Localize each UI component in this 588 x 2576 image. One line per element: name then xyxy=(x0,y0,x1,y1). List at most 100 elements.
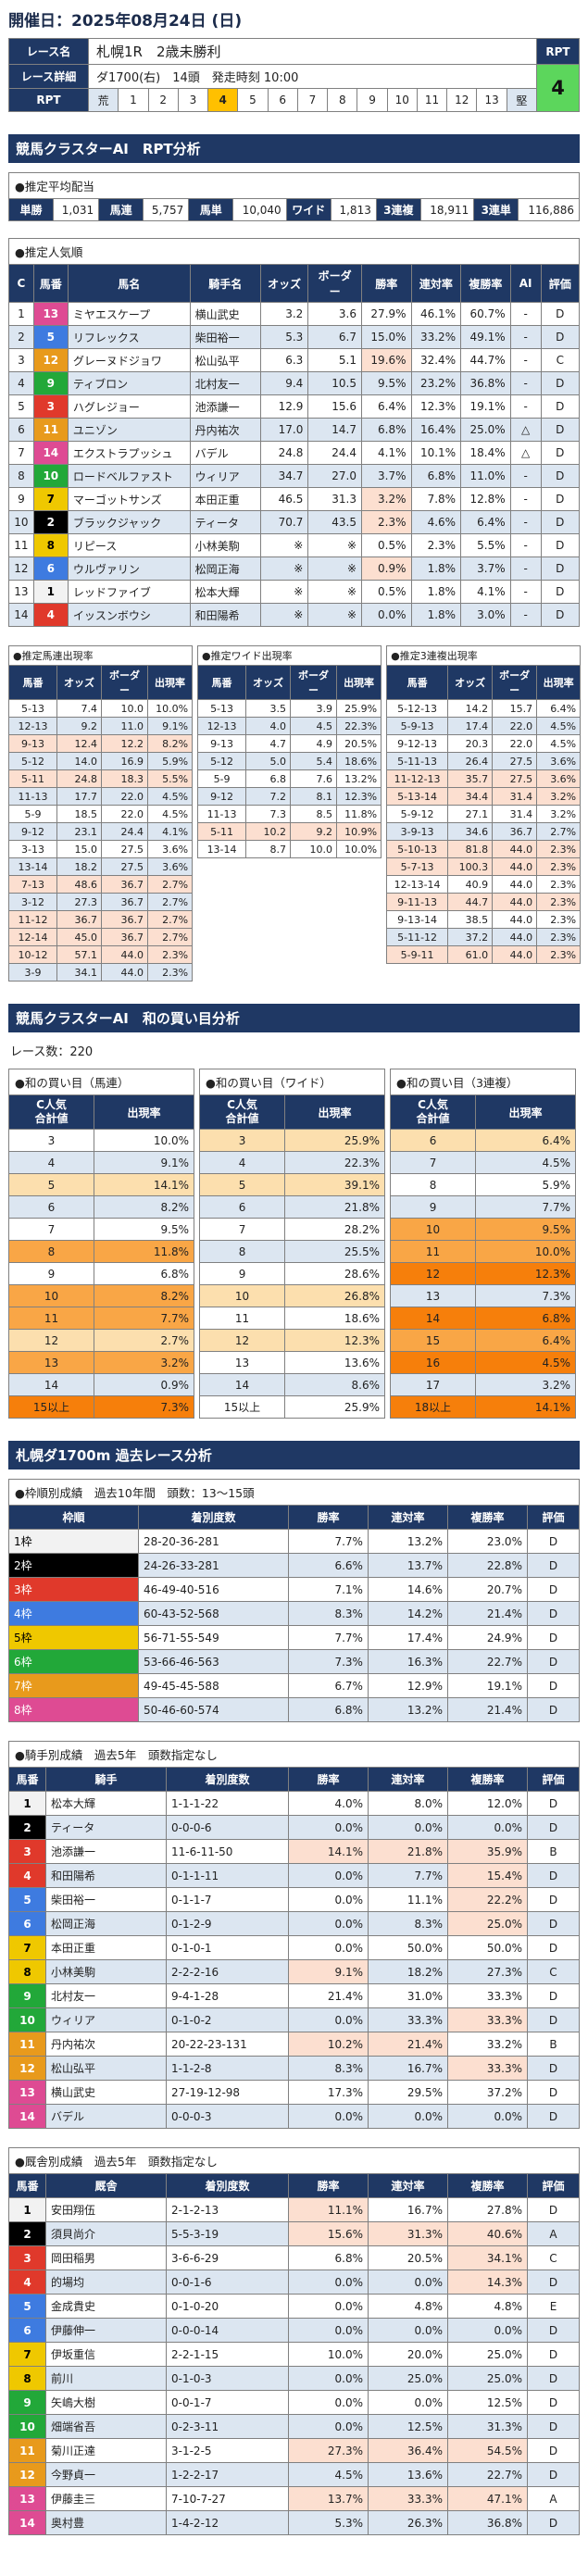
jockey-cell-num: 8 xyxy=(8,1959,46,1984)
umaren-header-cell: ボーダー xyxy=(101,665,148,700)
sanrenpuku-cell-border: 22.0 xyxy=(492,717,538,735)
umaren-cell-nums: 12-13 xyxy=(8,717,57,735)
sanrenpuku-cell-nums: 5-9-12 xyxy=(386,805,449,823)
sanrenpuku-cell-odds: 27.1 xyxy=(447,805,494,823)
sanrenpuku-cell-odds: 40.9 xyxy=(447,875,494,894)
wide-cell-border: 3.9 xyxy=(290,699,338,718)
wa-umaren-cell-rate: 8.2% xyxy=(93,1195,195,1219)
pop-cell-border: ※ xyxy=(307,580,362,604)
jockey-cell-name: 北村友一 xyxy=(45,1983,167,2008)
pop-cell-ev: D xyxy=(540,510,581,534)
wa-wide-row: 3 25.9% xyxy=(199,1129,386,1152)
stable-cell-fuku: 14.3% xyxy=(447,2270,528,2295)
pop-cell-ren: 12.3% xyxy=(410,394,462,419)
wa-umaren-row: 9 6.8% xyxy=(8,1262,195,1285)
pop-cell-num: 7 xyxy=(32,487,69,511)
rpt-scale-cell-2: 2 xyxy=(147,88,179,112)
pop-row: 11 8 リピース 小林美駒 ※ ※ 0.5% 2.3% 5.5% - D xyxy=(8,533,581,557)
umaren-cell-odds: 48.6 xyxy=(56,875,102,894)
pop-cell-ai: - xyxy=(509,556,542,581)
wide-cell-odds: 8.7 xyxy=(245,840,292,858)
waku-cell-rec: 56-71-55-549 xyxy=(138,1625,289,1650)
wa-umaren-row: 15以上 7.3% xyxy=(8,1395,195,1419)
stable-cell-name: 伊坂重信 xyxy=(45,2342,167,2367)
pop-cell-odds: 6.3 xyxy=(259,348,309,372)
pop-cell-ev: D xyxy=(540,325,581,349)
stable-cell-fuku: 27.8% xyxy=(447,2197,528,2222)
jockey-cell-win: 0.0% xyxy=(288,1887,369,1912)
umaren-cell-rate: 9.1% xyxy=(146,717,194,735)
sanrenpuku-cell-rate: 3.6% xyxy=(536,769,582,788)
waku-header-cell: 枠順 xyxy=(8,1505,139,1530)
stable-cell-name: 今野貞一 xyxy=(45,2462,167,2487)
wa-sanrenpuku-cell-rate: 10.0% xyxy=(475,1240,577,1263)
rpt-scale-cell-11: 11 xyxy=(416,88,448,112)
wa-wide-row: 4 22.3% xyxy=(199,1151,386,1174)
pop-cell-ren: 33.2% xyxy=(410,325,462,349)
pop-cell-odds: ※ xyxy=(259,533,309,557)
jockey-row: 4 和田陽希 0-1-1-11 0.0% 7.7% 15.4% D xyxy=(8,1863,580,1888)
sanrenpuku-row: 12-13-14 40.9 44.0 2.3% xyxy=(386,875,582,894)
jockey-cell-ren: 50.0% xyxy=(368,1935,448,1960)
wa-wide-cell-sum: 8 xyxy=(199,1240,286,1263)
jockey-cell-name: バデル xyxy=(45,2104,167,2129)
umaren-cell-odds: 15.0 xyxy=(56,840,102,858)
sanrenpuku-cell-nums: 11-12-13 xyxy=(386,769,449,788)
stable-cell-fuku: 31.3% xyxy=(447,2414,528,2439)
waku-cell-win: 6.8% xyxy=(287,1697,369,1722)
waku-cell-fuku: 21.4% xyxy=(446,1601,528,1626)
pop-row: 6 11 ユニゾン 丹内祐次 17.0 14.7 6.8% 16.4% 25.0% △ D xyxy=(8,418,581,442)
umaren-cell-odds: 24.8 xyxy=(56,769,102,788)
pop-cell-ren: 46.1% xyxy=(410,302,462,326)
pop-cell-ev: D xyxy=(540,487,581,511)
pop-cell-ai: - xyxy=(509,348,542,372)
wa-wide-cell-rate: 28.6% xyxy=(284,1262,386,1285)
pop-cell-jockey: 丹内祐次 xyxy=(189,418,261,442)
jockey-cell-ev: D xyxy=(527,2007,580,2032)
pop-cell-num: 3 xyxy=(32,394,69,419)
pop-row: 8 10 ロードベルファスト ウィリア 34.7 27.0 3.7% 6.8% 11.0% - D xyxy=(8,464,581,488)
sanrenpuku-cell-border: 44.0 xyxy=(492,893,538,911)
stable-cell-ren: 0.0% xyxy=(368,2318,448,2343)
rpt-row-label: RPT xyxy=(8,88,89,112)
jockey-row: 1 松本大輝 1-1-1-22 4.0% 8.0% 12.0% D xyxy=(8,1791,580,1816)
pop-cell-jockey: 横山武史 xyxy=(189,302,261,326)
wa-wide-cell-rate: 13.6% xyxy=(284,1351,386,1374)
wide-cell-nums: 5-12 xyxy=(197,752,247,770)
umaren-row: 11-12 36.7 36.7 2.7% xyxy=(8,910,194,929)
wa-umaren-cell-sum: 15以上 xyxy=(8,1395,94,1419)
waku-row: 5枠 56-71-55-549 7.7% 17.4% 24.9% D xyxy=(8,1625,581,1650)
stable-cell-name: 的場均 xyxy=(45,2270,167,2295)
wa-wide-row: 9 28.6% xyxy=(199,1262,386,1285)
wa-umaren-cell-rate: 9.1% xyxy=(93,1151,195,1174)
pop-cell-name: ミヤエスケープ xyxy=(67,302,191,326)
waku-cell-win: 6.7% xyxy=(287,1673,369,1698)
stable-cell-ren: 25.0% xyxy=(368,2366,448,2391)
umaren-cell-rate: 2.3% xyxy=(146,945,194,964)
stable-cell-fuku: 25.0% xyxy=(447,2366,528,2391)
sanrenpuku-row: 5-7-13 100.3 44.0 2.3% xyxy=(386,857,582,876)
jockey-row: 12 松山弘平 1-1-2-8 8.3% 16.7% 33.3% D xyxy=(8,2056,580,2081)
sanrenpuku-cell-nums: 5-7-13 xyxy=(386,857,449,876)
pop-cell-name: イッスンボウシ xyxy=(67,603,191,627)
jockey-cell-win: 0.0% xyxy=(288,1911,369,1936)
wide-appearance-table: ●推定ワイド出現率 馬番 オッズ ボーダー 出現率 5-13 3.5 3.9 25.9% 12… xyxy=(197,645,382,858)
jockey-cell-fuku: 25.0% xyxy=(447,1911,528,1936)
wa-umaren-cell-sum: 6 xyxy=(8,1195,94,1219)
pop-cell-ai: - xyxy=(509,533,542,557)
sanrenpuku-cell-border: 44.0 xyxy=(492,910,538,929)
wa-wide-table: ●和の買い目（ワイド） C人気 合計値 出現率 3 25.9% 4 22.3% 5 39.1… xyxy=(199,1069,386,1419)
wide-body: 5-13 3.5 3.9 25.9% 12-13 4.0 4.5 22.3% 9-13 4.7 4.… xyxy=(197,699,382,858)
umaren-header-cell: 出現率 xyxy=(146,665,194,700)
stable-row: 1 安田翔伍 2-1-2-13 11.1% 16.7% 27.8% D xyxy=(8,2197,580,2222)
sanrenpuku-cell-rate: 2.3% xyxy=(536,928,582,946)
wa-umaren-table: ●和の買い目（馬連） C人気 合計値 出現率 3 10.0% 4 9.1% 5 14.1% 6… xyxy=(7,1069,195,1419)
section-title-past-analysis: 札幌ダ1700m 過去レース分析 xyxy=(8,1441,580,1469)
pop-cell-ai: - xyxy=(509,510,542,534)
stable-cell-win: 0.0% xyxy=(288,2366,369,2391)
waku-cell-waku: 8枠 xyxy=(8,1697,139,1722)
stable-cell-name: 岡田稲男 xyxy=(45,2245,167,2270)
stable-cell-num: 8 xyxy=(8,2366,46,2391)
wa-wide-cell-sum: 11 xyxy=(199,1307,286,1330)
wa-sanrenpuku-cell-rate: 6.4% xyxy=(475,1129,577,1152)
